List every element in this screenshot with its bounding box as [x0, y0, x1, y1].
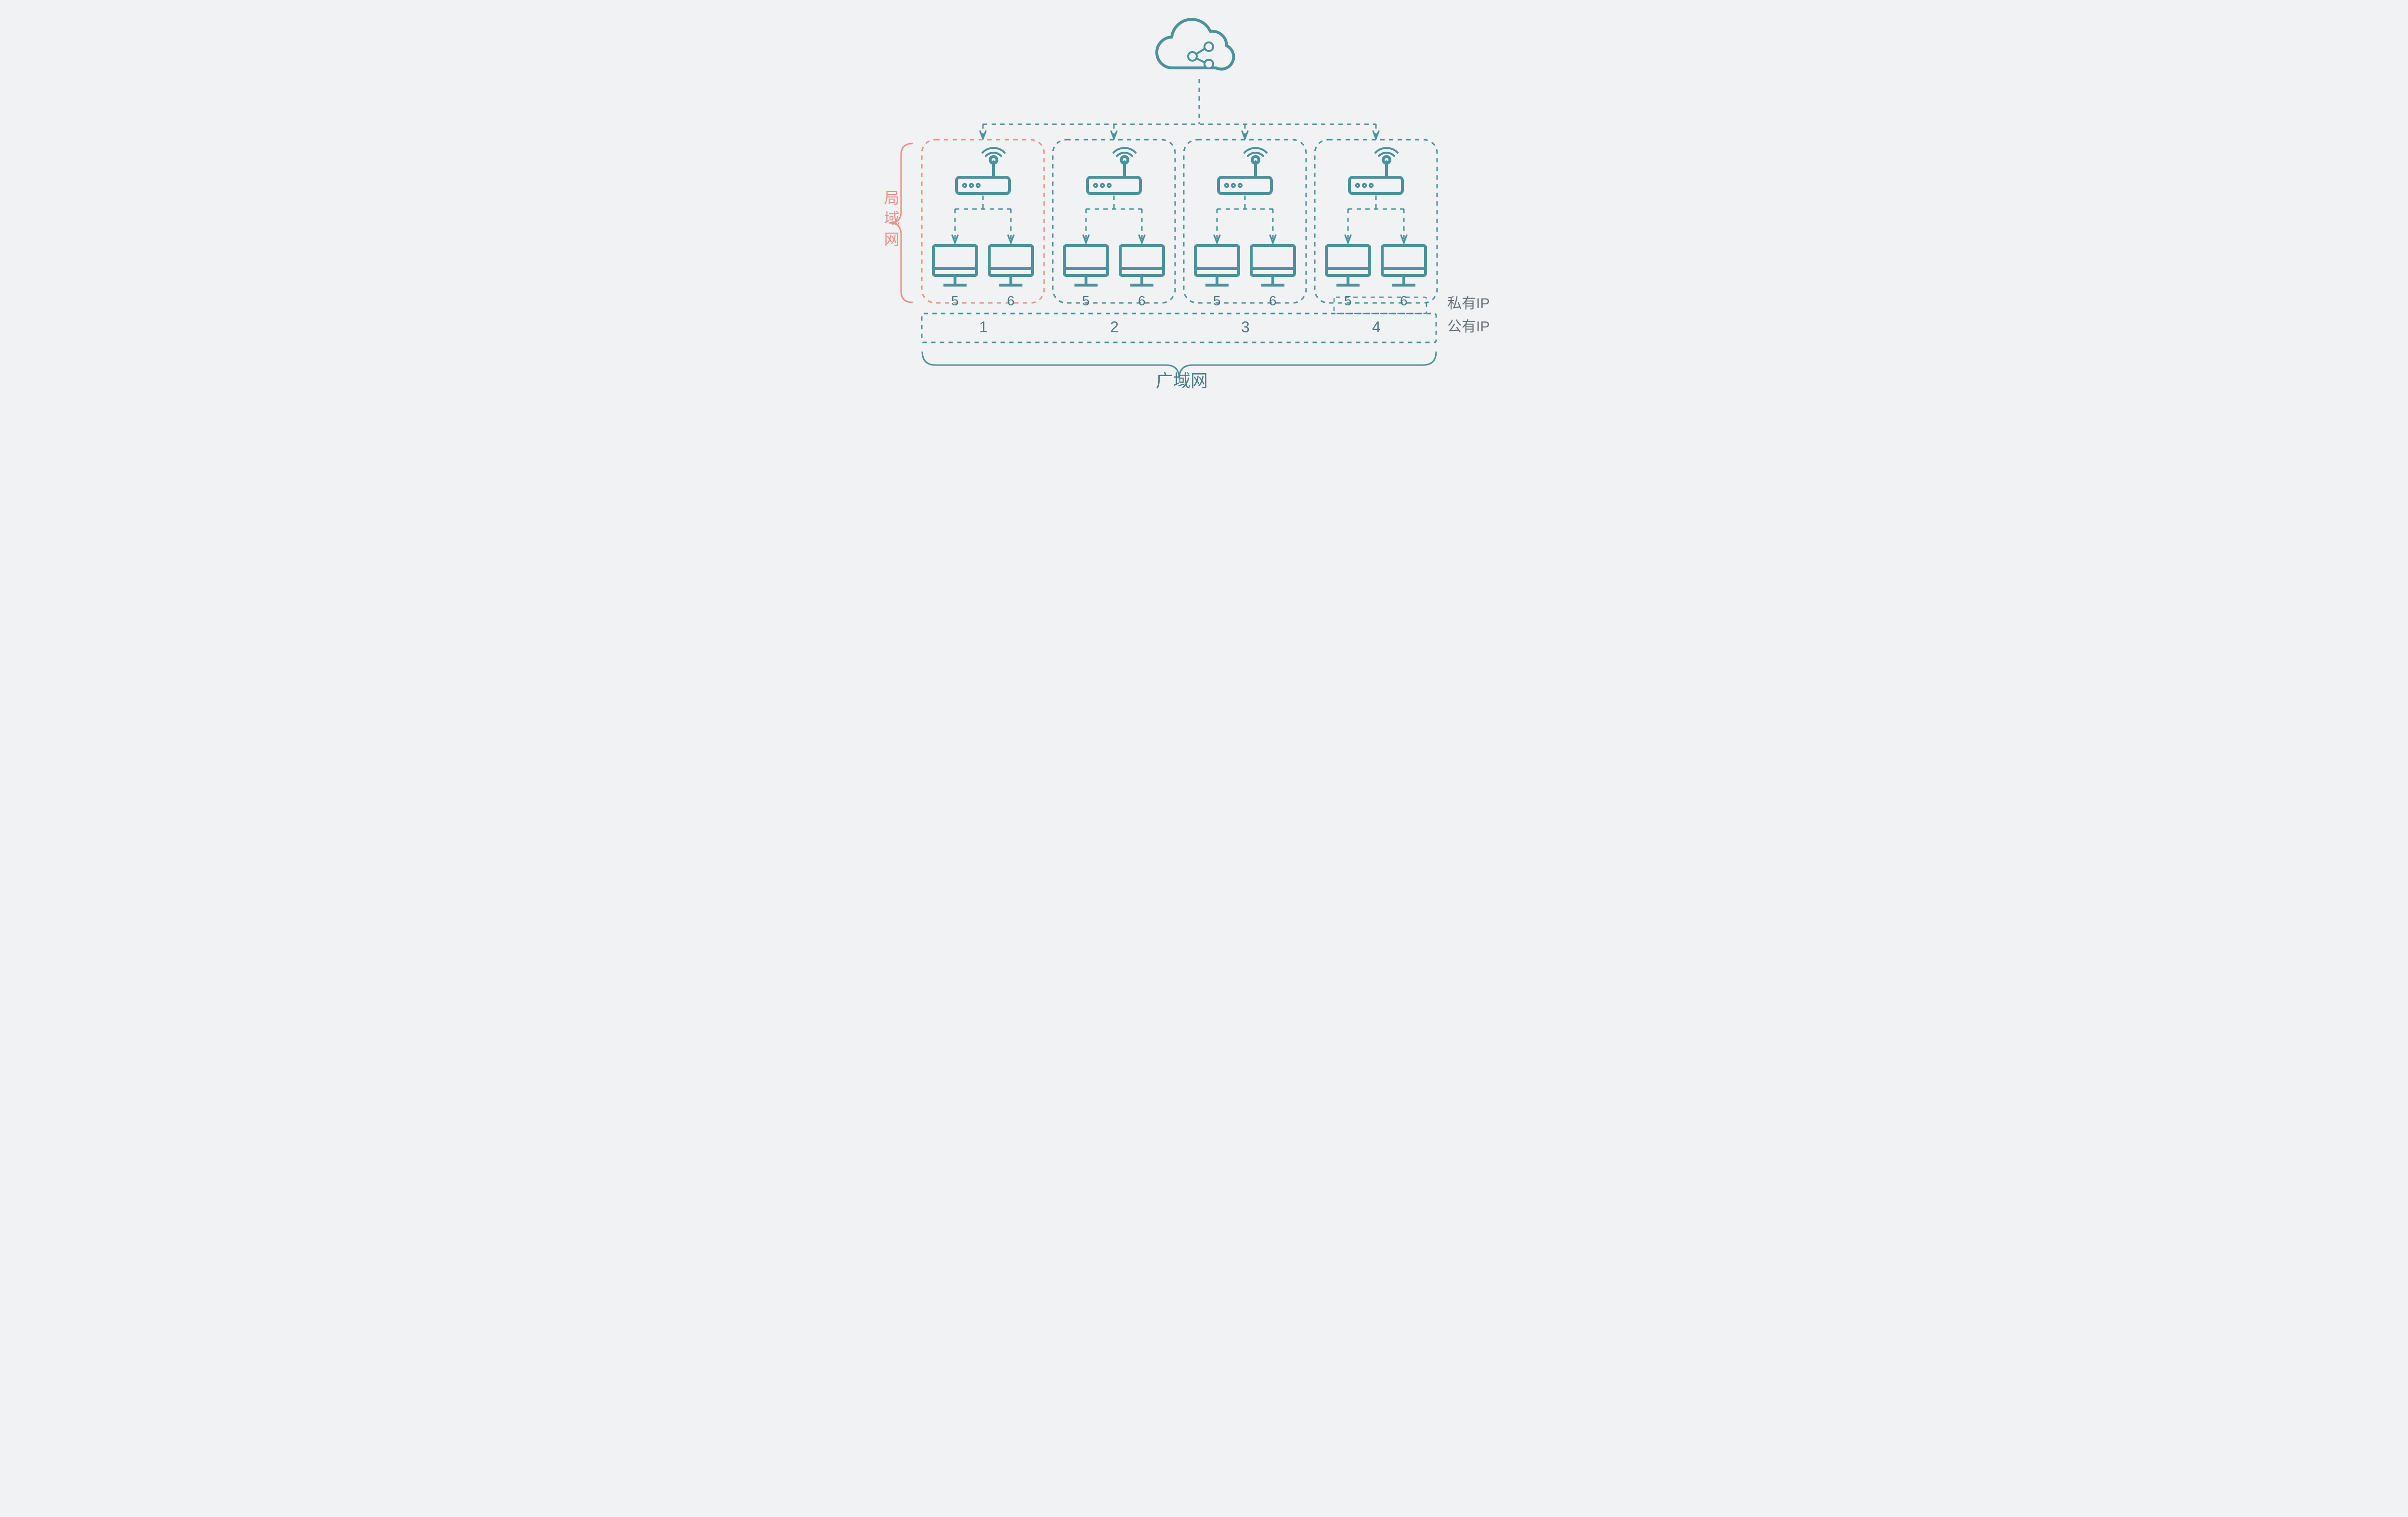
- computer-icon: [1382, 246, 1426, 285]
- wan-label: 广域网: [1156, 372, 1208, 390]
- computer-icon: [1326, 246, 1370, 285]
- computer-icon: [1195, 246, 1239, 285]
- diagram-svg: [833, 0, 1575, 410]
- lan-box: [1315, 140, 1437, 303]
- router-icon: [1087, 148, 1140, 194]
- cloud-icon: [1157, 19, 1233, 69]
- computer-icon: [1120, 246, 1164, 285]
- device-number: 5: [1213, 294, 1221, 308]
- device-number: 6: [1269, 294, 1277, 308]
- private-ip-label: 私有IP: [1447, 297, 1490, 311]
- lan-box: [1184, 140, 1306, 303]
- computer-icon: [989, 246, 1033, 285]
- router-icon: [1218, 148, 1271, 194]
- router-icon: [1349, 148, 1402, 194]
- device-number: 5: [1344, 294, 1352, 308]
- lan-box: [1053, 140, 1175, 303]
- network-diagram: 局域网 私有IP 公有IP 广域网 5 6 1 5 6 2 5 6 3 5 6 4: [833, 0, 1575, 410]
- public-number: 4: [1372, 319, 1381, 335]
- device-number: 6: [1400, 294, 1408, 308]
- public-ip-label: 公有IP: [1447, 320, 1490, 334]
- device-number: 5: [1082, 294, 1090, 308]
- lan-box-highlight: [922, 140, 1044, 303]
- computer-icon: [1251, 246, 1295, 285]
- device-number: 6: [1007, 294, 1015, 308]
- device-number: 5: [951, 294, 959, 308]
- computer-icon: [933, 246, 977, 285]
- public-number: 2: [1110, 319, 1119, 335]
- computer-icon: [1064, 246, 1108, 285]
- router-icon: [956, 148, 1009, 194]
- public-ip-row: [922, 314, 1436, 342]
- public-number: 1: [979, 319, 988, 335]
- cloud-share-icon: [1188, 42, 1213, 68]
- device-number: 6: [1138, 294, 1146, 308]
- public-number: 3: [1241, 319, 1250, 335]
- lan-vertical-label: 局域网: [883, 188, 900, 250]
